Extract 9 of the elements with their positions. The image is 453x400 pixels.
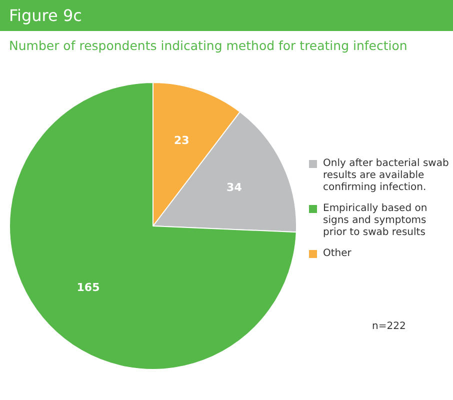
legend-label: Empirically based on signs and symptoms prior to swab results	[323, 203, 428, 239]
chart-subtitle: Figure 9c	[0, 0, 453, 31]
data-label: 34	[226, 180, 242, 194]
text: n=222	[372, 321, 406, 332]
legend-label: Other	[323, 248, 352, 260]
legend-label: Only after bacterial swab results are available confirming infection.	[323, 158, 449, 194]
chart-title: Number of respondents indicating method for treating infection	[9, 38, 408, 53]
data-label: 165	[76, 280, 100, 294]
data-label: 23	[174, 134, 190, 147]
